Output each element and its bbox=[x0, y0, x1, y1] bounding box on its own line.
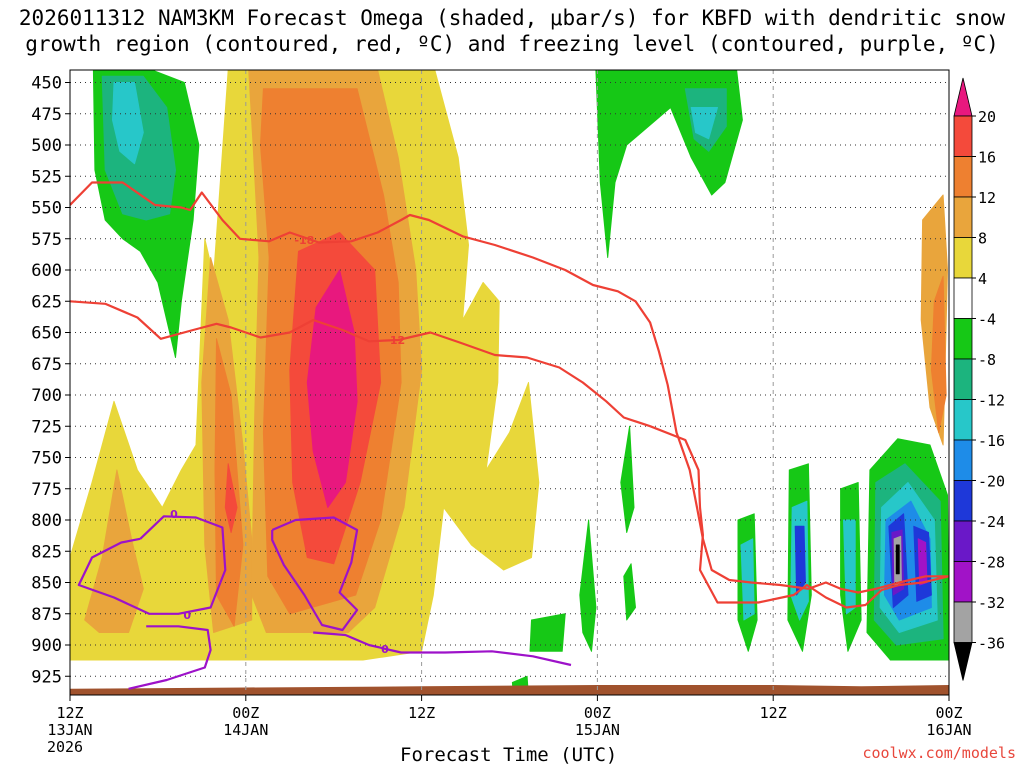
omega-region-green-spike-38b bbox=[623, 563, 636, 621]
y-tick-label-850: 850 bbox=[31, 574, 62, 594]
chart-title-line-1: 2026011312 NAM3KM Forecast Omega (shaded… bbox=[18, 6, 1006, 30]
x-tick-label-60: 00Z bbox=[935, 704, 962, 722]
y-tick-label-475: 475 bbox=[31, 105, 62, 125]
x-tick-label-24: 12Z bbox=[408, 704, 435, 722]
y-tick-label-750: 750 bbox=[31, 449, 62, 469]
colorbar-swatch-2 bbox=[953, 156, 973, 198]
x-tick-date-0: 13JAN bbox=[47, 721, 92, 739]
colorbar-swatch-9 bbox=[953, 439, 973, 481]
y-tick-label-500: 500 bbox=[31, 136, 62, 156]
y-tick-label-600: 600 bbox=[31, 261, 62, 281]
x-tick-year-0: 2026 bbox=[47, 738, 83, 756]
y-tick-label-525: 525 bbox=[31, 167, 62, 187]
colorbar-label-7: -12 bbox=[978, 392, 1005, 410]
colorbar-label-4: 4 bbox=[978, 270, 987, 288]
freezing-contour-label-3: 0 bbox=[381, 643, 389, 656]
colorbar-label-8: -16 bbox=[978, 432, 1005, 450]
ground-terrain bbox=[70, 685, 949, 695]
colorbar-label-2: 12 bbox=[978, 189, 996, 207]
terrain-ground-layer bbox=[70, 685, 949, 695]
x-axis-title: Forecast Time (UTC) bbox=[400, 744, 618, 766]
dgz-contour-label-0: -18 bbox=[294, 234, 314, 247]
colorbar-label-0: 20 bbox=[978, 108, 996, 126]
colorbar-swatch-4 bbox=[953, 237, 973, 279]
y-tick-label-875: 875 bbox=[31, 605, 62, 625]
freezing-contour-label-0: 0 bbox=[170, 508, 178, 521]
y-tick-label-550: 550 bbox=[31, 199, 62, 219]
chart-title-line-2: growth region (contoured, red, ºC) and f… bbox=[25, 32, 999, 56]
colorbar-swatch-8 bbox=[953, 399, 973, 441]
colorbar-label-6: -8 bbox=[978, 351, 996, 369]
omega-region-green-streak-29 bbox=[511, 675, 529, 695]
colorbar-swatch-0 bbox=[953, 77, 973, 117]
y-tick-label-650: 650 bbox=[31, 324, 62, 344]
x-tick-label-48: 12Z bbox=[760, 704, 787, 722]
x-tick-label-36: 00Z bbox=[584, 704, 611, 722]
colorbar-label-1: 16 bbox=[978, 149, 996, 167]
freezing-contour-0 bbox=[77, 515, 227, 615]
colorbar-swatch-13 bbox=[953, 601, 973, 643]
omega-region-cyan-mid-top bbox=[690, 107, 718, 140]
x-tick-date-12: 14JAN bbox=[223, 721, 268, 739]
site-credit[interactable]: coolwx.com/models bbox=[862, 744, 1016, 762]
omega-region-orange-mid-right bbox=[930, 275, 947, 433]
colorbar-swatch-10 bbox=[953, 480, 973, 522]
y-tick-label-725: 725 bbox=[31, 417, 62, 437]
y-tick-label-625: 625 bbox=[31, 292, 62, 312]
colorbar-label-5: -4 bbox=[978, 311, 996, 329]
y-tick-label-825: 825 bbox=[31, 542, 62, 562]
omega-region-cyan-core-left bbox=[112, 82, 144, 165]
x-tick-date-60: 16JAN bbox=[926, 721, 971, 739]
y-tick-label-775: 775 bbox=[31, 480, 62, 500]
y-tick-label-700: 700 bbox=[31, 386, 62, 406]
colorbar-legend: 20 16 12 8 4 -4 -8 -12 -16 -20 -24 -28 -32 -36 bbox=[953, 77, 1005, 681]
colorbar-label-3: 8 bbox=[978, 230, 987, 248]
omega-region-magenta-core bbox=[306, 269, 358, 508]
dgz-contour-label-1: -12 bbox=[385, 334, 405, 347]
freezing-contour-label-1: 0 bbox=[183, 609, 191, 622]
colorbar-label-9: -20 bbox=[978, 473, 1005, 491]
colorbar-label-10: -24 bbox=[978, 513, 1005, 531]
colorbar-swatch-14 bbox=[953, 642, 973, 681]
omega-region-tower-46-core bbox=[740, 538, 755, 621]
freezing-contour-1 bbox=[128, 625, 212, 690]
dgz-contour-0 bbox=[70, 181, 949, 594]
colorbar-swatch-11 bbox=[953, 520, 973, 562]
x-tick-date-36: 15JAN bbox=[575, 721, 620, 739]
y-tick-label-450: 450 bbox=[31, 74, 62, 94]
freezing-contour-2 bbox=[271, 516, 359, 632]
colorbar-swatch-5 bbox=[953, 277, 973, 319]
omega-shading-layer bbox=[70, 70, 949, 695]
colorbar-swatch-1 bbox=[953, 115, 973, 157]
dgz-contour-1 bbox=[70, 300, 949, 609]
omega-region-green-streak-35 bbox=[579, 519, 597, 652]
contour-layer: -18 -12 0 0 0 bbox=[70, 181, 949, 690]
colorbar-label-11: -28 bbox=[978, 554, 1005, 572]
omega-region-tower-55-black bbox=[895, 544, 900, 575]
omega-region-green-blob-32 bbox=[529, 613, 566, 652]
y-tick-label-675: 675 bbox=[31, 355, 62, 375]
omega-region-green-spike-38 bbox=[620, 425, 635, 533]
y-tick-label-925: 925 bbox=[31, 667, 62, 687]
gridlines bbox=[70, 70, 949, 695]
freezing-contour-3 bbox=[313, 631, 572, 667]
colorbar-swatch-6 bbox=[953, 318, 973, 360]
y-axis: 450 475 500 525 550 575 600 625 650 675 700 725 750 7… bbox=[31, 74, 70, 687]
y-tick-label-575: 575 bbox=[31, 230, 62, 250]
colorbar-swatch-7 bbox=[953, 358, 973, 400]
omega-region-tower-50-core bbox=[794, 525, 806, 596]
x-tick-label-12: 00Z bbox=[232, 704, 259, 722]
y-tick-label-800: 800 bbox=[31, 511, 62, 531]
colorbar-label-12: -32 bbox=[978, 594, 1005, 612]
plot-frame bbox=[69, 69, 950, 696]
colorbar-swatch-12 bbox=[953, 561, 973, 603]
x-tick-label-0: 12Z bbox=[56, 704, 83, 722]
y-tick-label-900: 900 bbox=[31, 636, 62, 656]
colorbar-label-13: -36 bbox=[978, 635, 1005, 653]
colorbar-swatch-3 bbox=[953, 196, 973, 238]
omega-region-red-left bbox=[224, 463, 238, 533]
